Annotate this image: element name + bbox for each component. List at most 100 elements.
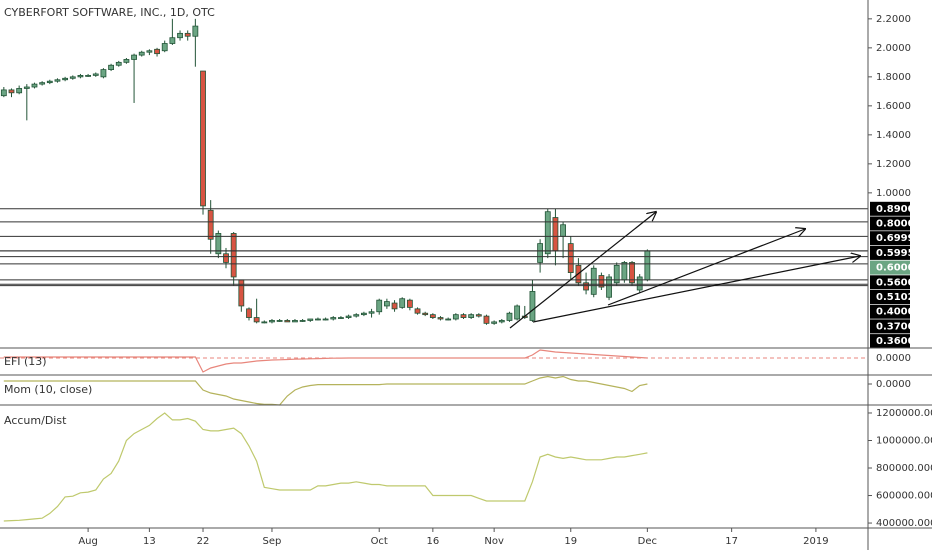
x-tick-label: Nov xyxy=(484,536,504,547)
pane-title: Mom (10, close) xyxy=(4,383,92,396)
candle-body xyxy=(537,243,544,263)
x-tick-label: 22 xyxy=(197,536,210,547)
indicator-line xyxy=(3,375,648,406)
pane-title: EFI (13) xyxy=(4,355,47,368)
y-tick-label: 1200000.0000 xyxy=(876,408,932,419)
level-label: 0.5102 xyxy=(876,292,915,303)
candle-body xyxy=(230,233,237,278)
y-tick-label: 2.2000 xyxy=(876,14,911,25)
x-tick-label: 2019 xyxy=(803,536,828,547)
candle-body xyxy=(0,89,7,97)
candle-body xyxy=(460,314,467,318)
candle-body xyxy=(8,89,15,94)
indicator-line xyxy=(3,349,648,373)
x-tick-label: Sep xyxy=(263,536,282,547)
candle-body xyxy=(361,312,367,316)
candle-body xyxy=(307,318,314,321)
y-tick-label: 1.4000 xyxy=(876,130,911,141)
candle-body xyxy=(330,317,337,320)
candle-body xyxy=(184,32,191,37)
candle-body xyxy=(131,54,137,60)
candle-body xyxy=(437,317,444,320)
candle-body xyxy=(567,243,574,274)
candle-body xyxy=(46,80,53,84)
candle-body xyxy=(338,317,344,319)
candle-body xyxy=(138,51,145,56)
candle-body xyxy=(269,320,275,323)
level-label-box xyxy=(870,275,910,290)
x-tick-label: 13 xyxy=(143,536,156,547)
level-label: 0.8900 xyxy=(876,204,915,215)
level-label-box xyxy=(870,216,910,231)
candle-body xyxy=(406,299,413,308)
candle-body xyxy=(92,73,99,76)
candle-body xyxy=(276,320,283,322)
y-tick-label: 2.0000 xyxy=(876,43,911,54)
candle-body xyxy=(491,321,498,324)
candle-body xyxy=(115,61,122,66)
level-label: 0.4000 xyxy=(876,307,915,318)
x-tick-label: Dec xyxy=(638,536,657,547)
level-label: 0.6000 xyxy=(876,263,915,274)
candle-body xyxy=(62,77,69,81)
candle-body xyxy=(506,312,513,321)
candle-body xyxy=(192,25,199,37)
x-tick-label: 17 xyxy=(725,536,738,547)
y-tick-label: 400000.0000 xyxy=(876,518,932,529)
candle-body xyxy=(207,209,214,240)
candle-body xyxy=(100,69,107,78)
level-label-box xyxy=(870,260,910,275)
candle-body xyxy=(391,302,398,310)
candle-body xyxy=(560,224,566,237)
candle-body xyxy=(529,291,536,321)
candle-body xyxy=(322,318,329,321)
chart-title: CYBERFORT SOFTWARE, INC., 1D, OTC xyxy=(4,6,215,19)
candle-body xyxy=(353,314,360,317)
y-tick-label: 1.8000 xyxy=(876,72,911,83)
candle-body xyxy=(123,59,130,63)
candle-body xyxy=(54,79,61,82)
candle-body xyxy=(590,267,597,295)
y-tick-label: 800000.0000 xyxy=(876,463,932,474)
candle-body xyxy=(39,82,46,85)
candle-body xyxy=(154,48,160,55)
candle-body xyxy=(383,301,390,307)
x-tick-label: 16 xyxy=(426,536,439,547)
candle-body xyxy=(399,298,406,308)
level-label-box xyxy=(870,334,910,349)
candle-body xyxy=(498,320,505,323)
pane-title: Accum/Dist xyxy=(4,414,67,427)
candle-body xyxy=(445,318,452,321)
level-label-box xyxy=(870,245,910,260)
candle-body xyxy=(452,314,459,320)
trend-arrows xyxy=(509,212,860,329)
candle-body xyxy=(108,64,114,70)
candle-body xyxy=(514,305,521,320)
trend-arrow xyxy=(509,212,656,329)
candle-body xyxy=(636,276,643,291)
candle-body xyxy=(146,50,153,53)
candle-body xyxy=(246,308,252,318)
candle-body xyxy=(161,43,168,52)
level-label: 0.5995 xyxy=(876,248,915,259)
level-label: 0.8000 xyxy=(876,219,915,230)
candle-body xyxy=(422,312,429,316)
candle-body xyxy=(483,315,490,324)
candle-body xyxy=(200,70,206,207)
candle-body xyxy=(69,76,76,79)
candle-body xyxy=(345,315,352,318)
level-label-box xyxy=(870,231,910,246)
candle-body xyxy=(613,264,620,284)
candle-body xyxy=(621,262,628,281)
candle-body xyxy=(31,83,38,88)
level-label-box xyxy=(870,290,910,304)
y-tick-label: 1.0000 xyxy=(876,188,911,199)
candle-body xyxy=(606,276,612,298)
candle-body xyxy=(544,211,551,255)
candle-body xyxy=(644,250,651,281)
candle-body xyxy=(468,314,475,318)
candle-body xyxy=(223,253,229,263)
candle-body xyxy=(598,275,605,288)
y-tick-label: 1.2000 xyxy=(876,159,911,170)
candle-body xyxy=(23,86,30,89)
